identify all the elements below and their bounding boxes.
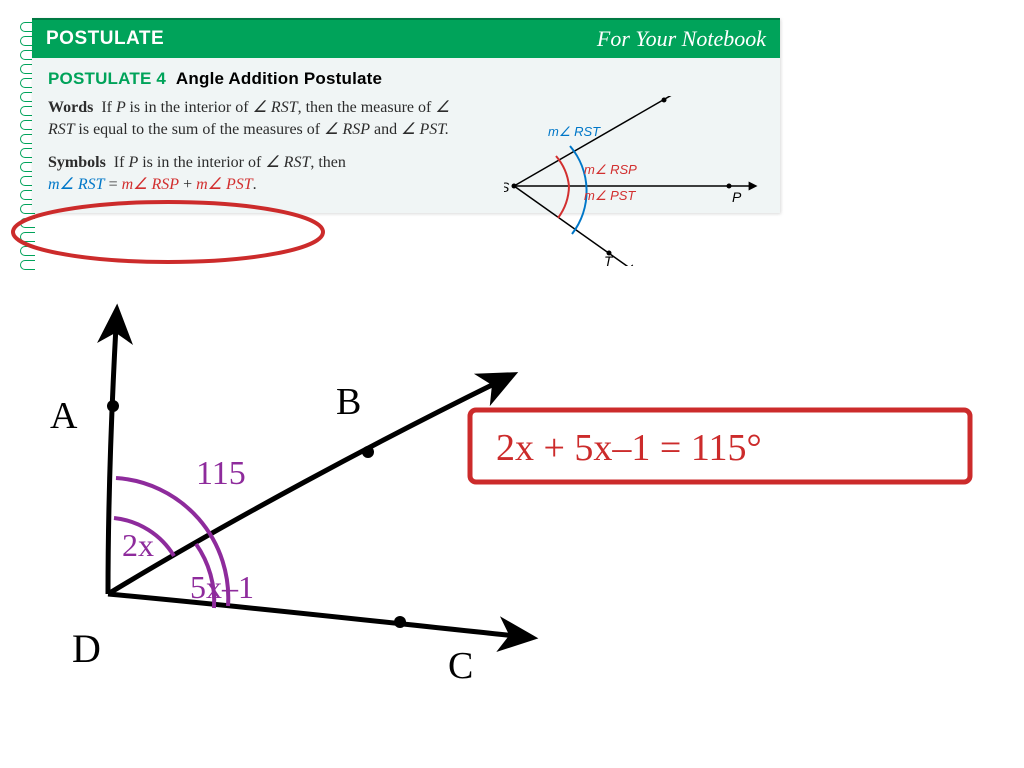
symbols-t2: is in the interior of <box>138 154 265 171</box>
words-t1: If <box>101 99 116 116</box>
point-C <box>394 616 406 628</box>
symbols-t1: If <box>114 154 129 171</box>
symbols-block: Symbols If P is in the interior of ∠ RST… <box>48 152 478 195</box>
postulate-title: Postulate 4 Angle Addition Postulate <box>48 68 764 91</box>
eq-dot: . <box>253 176 257 193</box>
eq-plus: + <box>179 176 196 193</box>
eq-r1: m∠ RSP <box>122 176 179 193</box>
textbook-content: Postulate 4 Angle Addition Postulate Wor… <box>32 58 780 213</box>
words-P: P <box>116 99 129 116</box>
symbols-runin: Symbols <box>48 154 106 171</box>
postulate-name: Angle Addition Postulate <box>176 69 382 88</box>
symbols-P: P <box>128 154 138 171</box>
words-ang3: ∠ RSP <box>324 121 370 138</box>
arc-BDC <box>196 544 214 608</box>
words-ang1: ∠ RST <box>253 99 298 116</box>
equation-text: 2x + 5x–1 = 115° <box>496 427 762 469</box>
words-runin: Words <box>48 99 93 116</box>
label-115: 115 <box>196 455 246 492</box>
label-B: B <box>336 381 361 423</box>
header-left: POSTULATE <box>46 28 164 50</box>
pt-P: P <box>732 189 742 205</box>
pt-T: T <box>604 253 614 266</box>
lbl-RSP: m∠ RSP <box>584 162 637 177</box>
textbook-diagram: S R P T m∠ RST m∠ RSP m∠ PST <box>504 96 764 266</box>
eq-eq: = <box>105 176 122 193</box>
words-t5: and <box>370 121 401 138</box>
arc-ADB <box>114 518 174 556</box>
lbl-PST: m∠ PST <box>584 188 636 203</box>
pt-R: R <box>670 96 680 99</box>
ray-DA <box>108 326 116 594</box>
symbols-ang1: ∠ RST <box>265 154 310 171</box>
label-2x: 2x <box>122 527 154 563</box>
label-D: D <box>72 626 101 671</box>
ray-DC <box>108 594 516 636</box>
arc-total <box>116 478 228 606</box>
textbook-postulate-box: POSTULATE For Your Notebook Postulate 4 … <box>32 18 780 213</box>
header-right: For Your Notebook <box>597 26 766 52</box>
pt-S: S <box>504 179 510 195</box>
point-A <box>107 400 119 412</box>
words-t3: , then the measure of <box>298 99 436 116</box>
words-ang4: ∠ PST. <box>401 121 449 138</box>
symbols-t3: , then <box>310 154 346 171</box>
label-C: C <box>448 645 473 687</box>
words-t4: is equal to the sum of the measures of <box>78 121 324 138</box>
equation-box <box>470 410 970 482</box>
point-B <box>362 446 374 458</box>
ray-DB <box>108 382 498 594</box>
words-t2: is in the interior of <box>129 99 252 116</box>
postulate-number: Postulate 4 <box>48 69 166 88</box>
lbl-RST: m∠ RST <box>548 124 601 139</box>
eq-lhs: m∠ RST <box>48 176 105 193</box>
textbook-header: POSTULATE For Your Notebook <box>32 18 780 58</box>
eq-r2: m∠ PST <box>196 176 253 193</box>
words-block: Words If P is in the interior of ∠ RST, … <box>48 97 478 140</box>
label-5x-1: 5x–1 <box>190 569 254 605</box>
label-A: A <box>50 395 78 437</box>
